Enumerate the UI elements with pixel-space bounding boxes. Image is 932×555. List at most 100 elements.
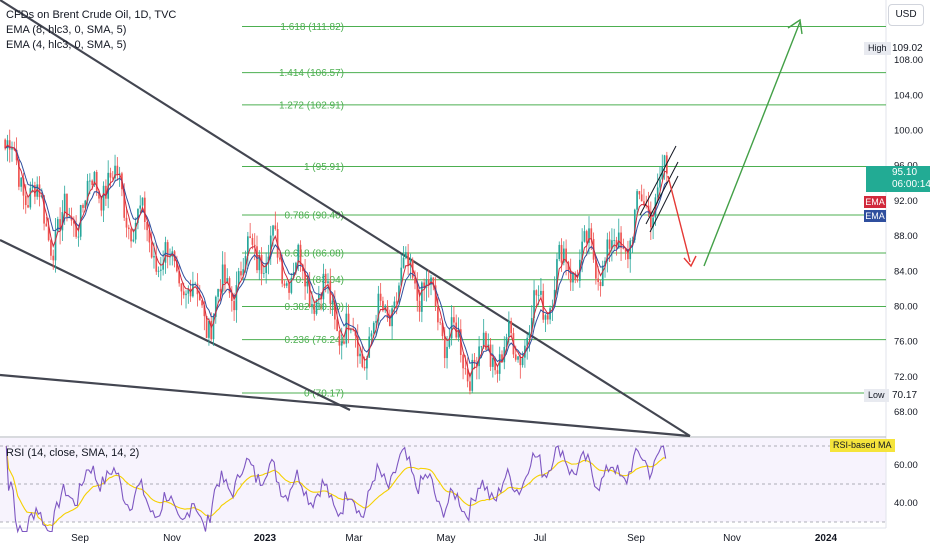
candle-body <box>656 187 659 198</box>
time-tick-label: Nov <box>723 533 741 544</box>
candle-body <box>572 273 574 283</box>
candle-body <box>556 259 558 290</box>
candle-body <box>604 260 606 266</box>
candle-body <box>274 225 277 230</box>
up-arrow-head <box>787 18 803 35</box>
candle-body <box>272 225 274 236</box>
fib-level-label: 0 (70.17) <box>304 389 344 400</box>
candle-body <box>27 205 29 208</box>
candle-body <box>11 147 13 150</box>
candle-body <box>157 270 160 272</box>
candle-body <box>402 257 405 268</box>
trendlines <box>0 0 691 438</box>
candle-body <box>489 344 492 367</box>
candle-body <box>198 294 201 301</box>
candle-body <box>75 223 77 237</box>
candle-body <box>640 194 643 202</box>
candle-body <box>585 231 588 243</box>
candle-body <box>89 180 91 182</box>
candle-body <box>141 197 144 206</box>
candle-body <box>22 177 25 196</box>
candle-body <box>663 155 666 167</box>
candle-body <box>249 236 251 239</box>
currency-button[interactable]: USD <box>888 4 924 26</box>
candle-body <box>391 308 393 327</box>
candle-body <box>375 320 377 323</box>
candle-body <box>482 332 485 347</box>
candle-body <box>63 193 66 213</box>
long-support-trendline <box>0 373 691 438</box>
candle-body <box>462 354 464 369</box>
candle-body <box>546 315 549 320</box>
channel-lower-line <box>645 161 679 225</box>
candle-body <box>443 336 446 359</box>
projection-arrows <box>639 18 803 268</box>
candle-body <box>258 255 261 271</box>
candle-body <box>313 303 316 314</box>
candle-body <box>50 240 52 256</box>
time-tick-label: 2023 <box>254 533 277 544</box>
candle-body <box>544 315 547 320</box>
ema-8-legend: EMA (8, hlc3, 0, SMA, 5) <box>6 24 127 36</box>
candle-body <box>260 255 263 274</box>
candle-body <box>242 269 245 276</box>
candle-body <box>203 305 206 317</box>
candle-body <box>608 239 611 249</box>
candle-body <box>519 356 522 366</box>
candle-body <box>441 322 444 337</box>
candle-body <box>178 271 181 284</box>
price-tick-label: 68.00 <box>894 407 918 418</box>
fib-level-label: 1.414 (106.57) <box>279 68 344 79</box>
candle-body <box>611 240 613 249</box>
candle-body <box>517 356 519 360</box>
candle-body <box>334 300 336 320</box>
candle-body <box>66 193 68 217</box>
price-tick-label: 92.00 <box>894 196 918 207</box>
candle-body <box>164 242 167 263</box>
last-price: 95.10 <box>892 167 918 178</box>
down-projection-arrow <box>667 175 691 263</box>
rsi-title: RSI (14, close, SMA, 14, 2) <box>6 447 140 459</box>
time-tick-label: Jul <box>534 533 547 544</box>
time-tick-label: 2024 <box>815 533 838 544</box>
candle-body <box>427 279 430 285</box>
candle-body <box>283 283 286 286</box>
candle-body <box>533 290 535 319</box>
candle-body <box>340 341 343 346</box>
fib-level-label: 1.618 (111.82) <box>280 22 344 33</box>
rsi-tick-label: 40.00 <box>894 498 918 509</box>
candle-body <box>38 184 41 198</box>
candle-body <box>114 165 116 179</box>
candle-body <box>407 252 409 266</box>
candle-body <box>581 241 583 260</box>
candle-body <box>100 198 103 211</box>
candle-body <box>125 217 128 228</box>
candle-body <box>528 331 531 338</box>
candle-body <box>235 285 238 311</box>
candle-body <box>219 289 222 292</box>
candle-body <box>457 329 460 338</box>
candle-body <box>214 296 217 317</box>
candle-body <box>169 256 171 258</box>
candle-body <box>475 363 478 367</box>
candle-body <box>379 293 382 301</box>
candle-body <box>226 278 229 284</box>
candle-body <box>72 220 75 224</box>
candle-body <box>501 354 503 363</box>
candle-body <box>388 318 391 327</box>
price-tick-label: 80.00 <box>894 301 918 312</box>
last-price-tag: 95.10 06:00:14 <box>866 166 931 192</box>
candle-body <box>317 294 320 300</box>
candle-body <box>102 185 105 211</box>
candle-body <box>627 251 629 260</box>
candle-body <box>496 370 499 374</box>
candle-body <box>336 319 338 332</box>
candle-body <box>382 300 384 311</box>
grid <box>0 0 887 529</box>
candle-body <box>404 252 407 258</box>
candle-body <box>521 357 524 366</box>
candle-body <box>308 280 311 307</box>
rsi-tick-label: 60.00 <box>894 460 918 471</box>
